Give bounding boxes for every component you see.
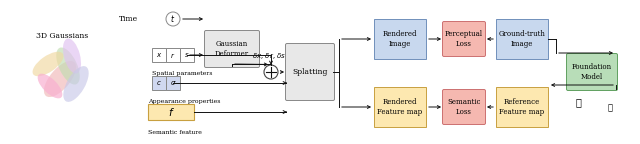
Ellipse shape (56, 48, 80, 85)
Ellipse shape (44, 61, 76, 97)
Text: Ground-truth
Image: Ground-truth Image (499, 30, 545, 48)
Ellipse shape (63, 38, 81, 73)
Circle shape (264, 65, 278, 79)
FancyBboxPatch shape (205, 31, 259, 68)
Text: Rendered
Feature map: Rendered Feature map (378, 98, 422, 116)
Text: $f$: $f$ (168, 106, 175, 118)
Bar (166, 76, 180, 90)
FancyBboxPatch shape (442, 90, 486, 125)
Bar (496, 19, 548, 59)
Bar (496, 87, 548, 127)
Text: Foundation
Model: Foundation Model (572, 63, 612, 81)
Bar (180, 48, 194, 62)
Ellipse shape (63, 66, 89, 102)
Bar (152, 48, 166, 62)
Bar (148, 104, 194, 120)
Circle shape (166, 12, 180, 26)
Bar (166, 48, 180, 62)
Ellipse shape (38, 74, 62, 98)
Ellipse shape (33, 52, 63, 76)
Bar (152, 76, 166, 90)
Text: $s$: $s$ (184, 51, 189, 59)
Text: Time: Time (119, 15, 138, 23)
Bar (374, 87, 426, 127)
Text: 🦕: 🦕 (575, 97, 581, 107)
Text: $x$: $x$ (156, 51, 162, 59)
Text: $\sigma$: $\sigma$ (170, 79, 176, 87)
FancyBboxPatch shape (285, 43, 335, 101)
Text: Semantic
Loss: Semantic Loss (447, 98, 481, 116)
Text: $r$: $r$ (170, 51, 175, 59)
Text: Splatting: Splatting (292, 68, 328, 76)
Text: Gaussian
Deformer: Gaussian Deformer (215, 40, 249, 58)
Text: $t$: $t$ (170, 14, 175, 24)
Text: 3D Gaussians: 3D Gaussians (36, 32, 88, 40)
Text: Spatial parameters: Spatial parameters (152, 72, 212, 76)
Bar (374, 19, 426, 59)
Text: $c$: $c$ (156, 79, 162, 87)
Text: Reference
Feature map: Reference Feature map (499, 98, 545, 116)
Text: Appearance properties: Appearance properties (148, 100, 221, 105)
FancyBboxPatch shape (566, 54, 618, 90)
Text: $\delta x$, $\delta r$, $\delta s$: $\delta x$, $\delta r$, $\delta s$ (252, 51, 286, 61)
FancyBboxPatch shape (442, 21, 486, 56)
Text: Semantic feature: Semantic feature (148, 129, 202, 134)
Text: 🖇: 🖇 (607, 104, 612, 112)
Text: Perceptual
Loss: Perceptual Loss (445, 30, 483, 48)
Text: Rendered
Image: Rendered Image (383, 30, 417, 48)
